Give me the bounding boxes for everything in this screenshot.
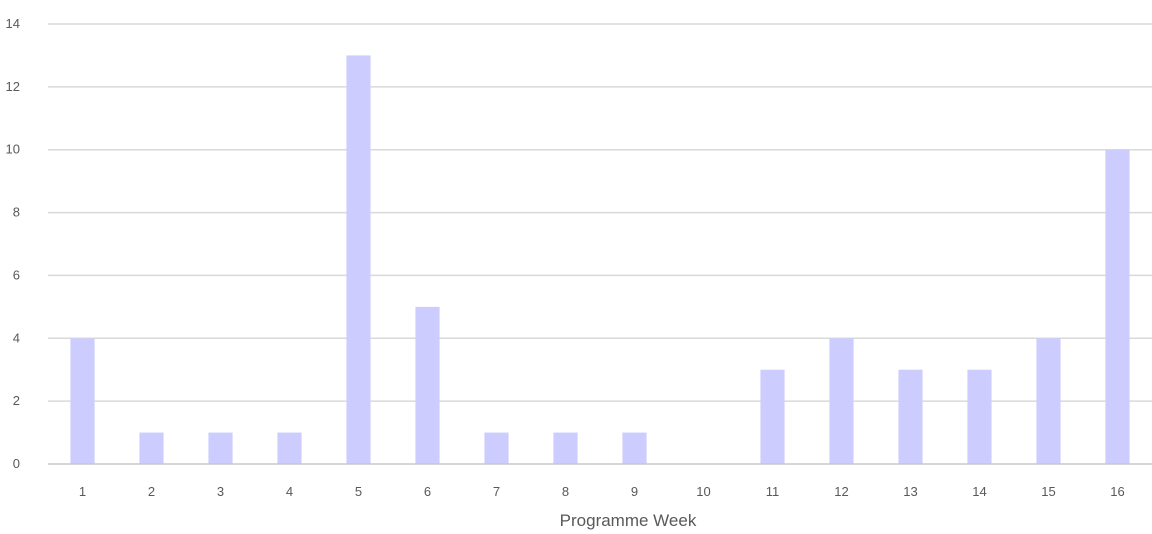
y-tick-label: 10 [6,142,20,157]
x-tick-label: 6 [424,484,431,499]
y-tick-label: 2 [13,393,20,408]
y-tick-label: 8 [13,205,20,220]
gridlines [48,24,1152,401]
y-tick-label: 4 [13,330,20,345]
x-tick-label: 7 [493,484,500,499]
x-tick-label: 3 [217,484,224,499]
x-axis-title: Programme Week [560,511,697,530]
bar-week-1 [70,338,94,464]
x-tick-label: 1 [79,484,86,499]
bar-week-9 [622,433,646,464]
bar-week-7 [484,433,508,464]
bar-week-14 [967,370,991,464]
x-tick-label: 16 [1110,484,1124,499]
bar-week-3 [208,433,232,464]
bar-week-16 [1105,150,1129,464]
x-tick-label: 14 [972,484,986,499]
x-tick-label: 10 [696,484,710,499]
x-axis-tick-labels: 1 2 3 4 5 6 7 8 9 10 11 12 13 14 15 16 [79,484,1125,499]
bar-week-13 [898,370,922,464]
x-tick-label: 13 [903,484,917,499]
bar-week-11 [760,370,784,464]
x-tick-label: 9 [631,484,638,499]
y-tick-label: 12 [6,79,20,94]
bar-week-2 [139,433,163,464]
x-tick-label: 8 [562,484,569,499]
bar-week-6 [415,307,439,464]
bar-week-4 [277,433,301,464]
bar-week-15 [1036,338,1060,464]
bar-week-5 [346,55,370,464]
bar-week-8 [553,433,577,464]
x-tick-label: 12 [834,484,848,499]
y-tick-label: 14 [6,16,20,31]
y-axis-tick-labels: 0 2 4 6 8 10 12 14 [6,16,20,471]
bars [70,55,1129,464]
x-tick-label: 4 [286,484,293,499]
x-tick-label: 15 [1041,484,1055,499]
x-tick-label: 2 [148,484,155,499]
bar-week-12 [829,338,853,464]
x-tick-label: 11 [766,484,780,499]
x-tick-label: 5 [355,484,362,499]
y-tick-label: 6 [13,267,20,282]
y-tick-label: 0 [13,456,20,471]
